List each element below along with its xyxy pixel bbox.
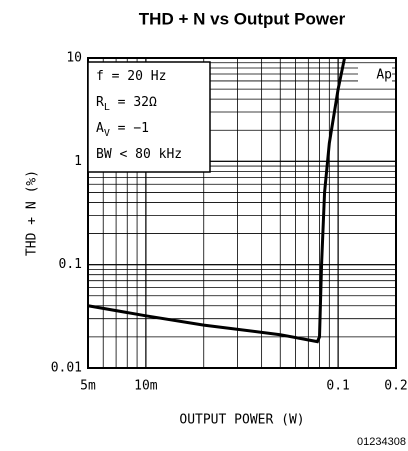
x-tick-label: 0.2: [384, 379, 407, 394]
annotation-text: = 32Ω: [110, 95, 157, 110]
annotation-text: BW < 80 kHz: [96, 147, 182, 162]
annotation-sub: L: [104, 102, 110, 113]
y-axis-label: THD + N (%): [25, 170, 40, 256]
y-tick-label: 1: [74, 154, 82, 169]
annotation-sub: V: [104, 128, 110, 139]
footnote: 01234308: [357, 436, 406, 448]
y-tick-label: 0.1: [59, 257, 82, 272]
data-line: [87, 57, 347, 344]
annotation: BW < 80 kHz: [96, 147, 182, 162]
chart-title: THD + N vs Output Power: [139, 9, 346, 28]
x-tick-label: 0.1: [326, 379, 349, 394]
annotation-text: R: [96, 95, 104, 110]
x-tick-label: 10m: [134, 379, 158, 394]
annotation-text: f = 20 Hz: [96, 69, 166, 84]
x-axis-label: OUTPUT POWER (W): [179, 413, 304, 428]
annotation: f = 20 Hz: [96, 69, 166, 84]
series-label: Ap: [376, 68, 392, 83]
y-tick-label: 0.01: [51, 361, 82, 376]
y-tick-label: 10: [66, 51, 82, 66]
annotation-box: [87, 61, 211, 173]
series-label-bg: [358, 66, 392, 84]
annotation-text: = −1: [110, 121, 149, 136]
plot-frame: [87, 57, 397, 369]
annotation: AV = −1: [96, 121, 149, 140]
annotation-text: A: [96, 121, 104, 136]
x-tick-label: 5m: [80, 379, 96, 394]
annotation: RL = 32Ω: [96, 95, 157, 114]
